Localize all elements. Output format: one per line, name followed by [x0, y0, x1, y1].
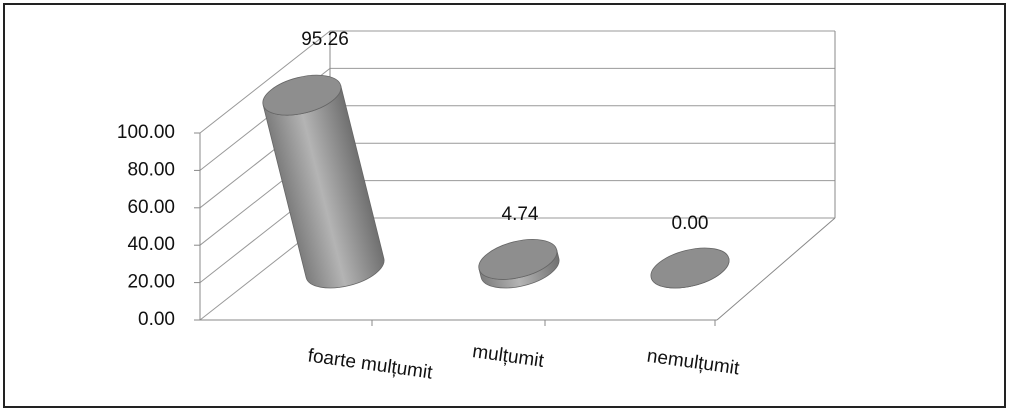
value-label: 4.74 [502, 204, 539, 225]
y-tick-label: 60.00 [127, 197, 175, 218]
bar-top [478, 239, 558, 280]
chart-frame [3, 3, 1006, 408]
value-label: 95.26 [301, 29, 349, 50]
value-label: 0.00 [672, 213, 709, 234]
floor-right [716, 217, 836, 321]
y-tick-label: 100.00 [117, 122, 175, 143]
y-tick-label: 0.00 [138, 309, 175, 330]
y-tick-label: 20.00 [127, 272, 175, 293]
bar-top [650, 247, 730, 289]
y-tick-label: 80.00 [127, 159, 175, 180]
bar-top [262, 74, 342, 116]
y-tick-label: 40.00 [127, 234, 175, 255]
